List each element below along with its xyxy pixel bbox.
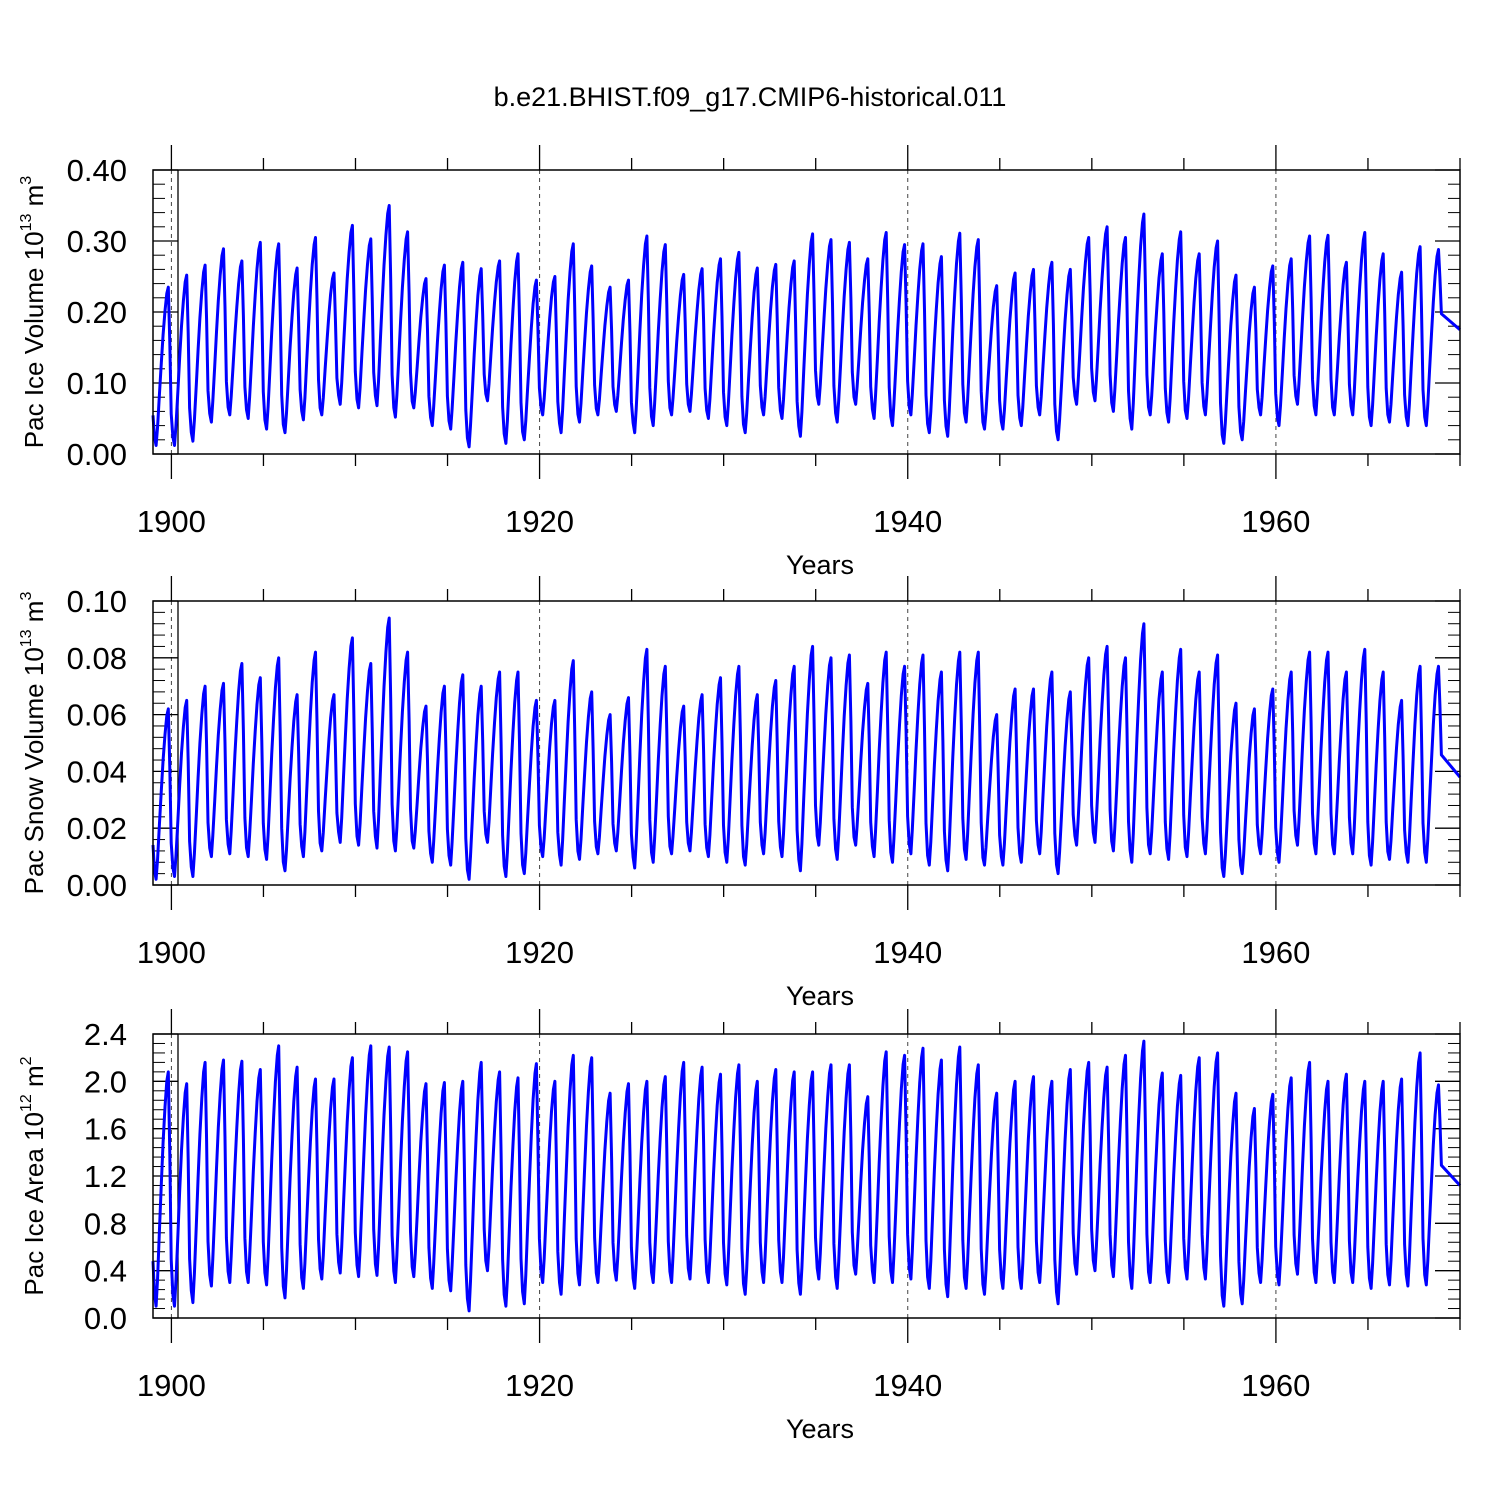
series-line <box>151 1039 1462 1313</box>
x-tick-label: 1940 <box>873 1368 942 1403</box>
y-tick-label: 0.30 <box>67 224 127 259</box>
y-tick-label: 0.08 <box>67 641 127 676</box>
y-axis-label: Pac Snow Volume 1013 m3 <box>18 592 49 895</box>
x-tick-label: 1920 <box>505 504 574 539</box>
y-tick-label: 0.4 <box>84 1254 127 1289</box>
y-tick-label: 0.10 <box>67 584 127 619</box>
y-tick-label: 0.00 <box>67 437 127 472</box>
y-tick-label: 2.4 <box>84 1017 127 1052</box>
x-tick-label: 1900 <box>137 1368 206 1403</box>
x-tick-label: 1900 <box>137 504 206 539</box>
y-tick-label: 0.04 <box>67 754 127 789</box>
y-tick-label: 0.00 <box>67 868 127 903</box>
panel-1: 0.00 0.10 0.20 0.30 0.40 1900 1920 1940 1960 Year… <box>18 145 1461 580</box>
y-tick-label: 0.02 <box>67 811 127 846</box>
y-tick-label: 0.20 <box>67 295 127 330</box>
y-tick-label: 1.2 <box>84 1159 127 1194</box>
panels-container: 0.00 0.10 0.20 0.30 0.40 1900 1920 1940 1960 Year… <box>18 145 1462 1444</box>
y-tick-label: 1.6 <box>84 1112 127 1147</box>
y-axis-label: Pac Ice Area 1012 m2 <box>18 1056 49 1295</box>
figure-title: b.e21.BHIST.f09_g17.CMIP6-historical.011 <box>494 82 1007 112</box>
panel-3: 0.0 0.4 0.8 1.2 1.6 2.0 2.4 1900 1920 1940 1960 Yea… <box>18 1009 1462 1444</box>
y-tick-label: 0.8 <box>84 1206 127 1241</box>
x-tick-label: 1920 <box>505 935 574 970</box>
x-tick-label: 1900 <box>137 935 206 970</box>
y-tick-label: 0.40 <box>67 153 127 188</box>
x-axis-label: Years <box>786 981 854 1011</box>
y-tick-label: 0.06 <box>67 698 127 733</box>
x-tick-label: 1940 <box>873 935 942 970</box>
y-tick-label: 2.0 <box>84 1064 127 1099</box>
y-axis-label: Pac Ice Volume 1013 m3 <box>18 176 49 449</box>
plot-frame <box>152 600 1461 886</box>
y-tick-label: 0.0 <box>84 1301 127 1336</box>
x-tick-label: 1960 <box>1241 504 1310 539</box>
x-tick-label: 1960 <box>1241 935 1310 970</box>
x-tick-label: 1940 <box>873 504 942 539</box>
panel-2: 0.00 0.02 0.04 0.06 0.08 0.10 1900 1920 1940 1960… <box>18 576 1462 1011</box>
plot-frame <box>152 1033 1461 1319</box>
x-axis-label: Years <box>786 550 854 580</box>
plot-frame <box>152 169 1461 455</box>
y-tick-label: 0.10 <box>67 366 127 401</box>
x-tick-label: 1920 <box>505 1368 574 1403</box>
x-tick-label: 1960 <box>1241 1368 1310 1403</box>
series-line <box>151 204 1461 449</box>
x-axis-label: Years <box>786 1414 854 1444</box>
series-line <box>151 616 1462 881</box>
